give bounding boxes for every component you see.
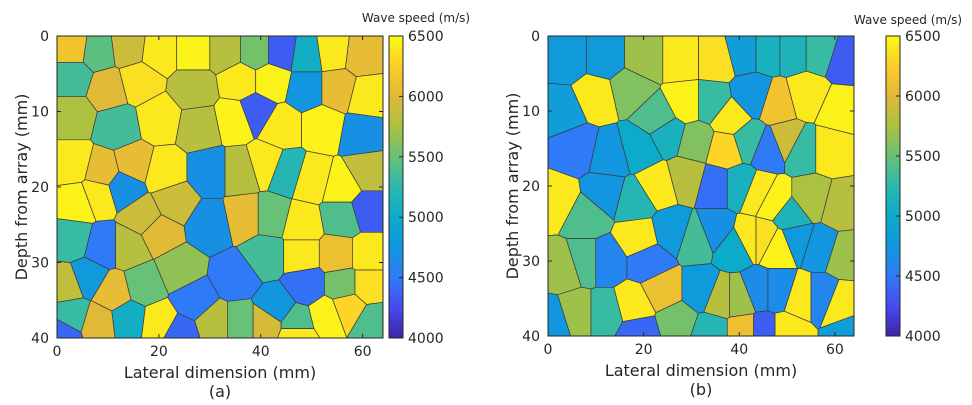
colorbar-tick-label: 5000	[408, 210, 444, 226]
voronoi-cell	[352, 231, 384, 271]
colorbar-tick-label: 4500	[408, 271, 444, 287]
colorbar-tick-label: 4000	[905, 329, 941, 345]
colorbar-a: 4000 4500 5000 5500 6000 6500	[388, 29, 444, 347]
y-tick-label: 10	[31, 105, 49, 121]
voronoi-cell	[324, 267, 356, 300]
voronoi-cell	[345, 35, 384, 78]
colorbar-tick-label: 4500	[905, 269, 941, 285]
colorbar-tick-label: 4000	[408, 331, 444, 347]
colorbar-tick-label: 6500	[905, 29, 941, 45]
voronoi-cell	[56, 35, 88, 63]
voronoi-cell	[753, 310, 776, 337]
colorbar-gradient	[885, 35, 901, 337]
y-tick-label: 40	[522, 329, 540, 345]
y-tick-label: 30	[31, 256, 49, 272]
voronoi-cell	[227, 298, 254, 339]
y-tick-label: 0	[531, 29, 540, 45]
x-axis-label-b: Lateral dimension (mm)	[605, 361, 797, 380]
y-tick-label: 30	[522, 254, 540, 270]
voronoi-cell	[578, 171, 626, 221]
axis-ticks-b: 0 20 40 60 0 10 20 30 40	[522, 29, 854, 358]
colorbar-tick-label: 6000	[905, 89, 941, 105]
colorbar-title-b: Wave speed (m/s)	[854, 13, 962, 27]
y-tick-label: 0	[40, 29, 49, 45]
y-tick-label: 20	[31, 180, 49, 196]
x-tick-label: 0	[53, 344, 62, 360]
axis-ticks-a: 0 20 40 60 0 10 20 30 40	[31, 29, 383, 360]
y-axis-label-b: Depth from array (mm)	[503, 93, 522, 280]
voronoi-cell	[318, 233, 353, 273]
colorbar-gradient	[388, 35, 404, 339]
x-tick-label: 60	[354, 344, 372, 360]
voronoi-cell	[755, 35, 781, 78]
voronoi-cell	[337, 112, 384, 157]
colorbar-tick-label: 6500	[408, 29, 444, 45]
y-tick-label: 40	[31, 331, 49, 347]
colorbar-tick-label: 5000	[905, 209, 941, 225]
voronoi-cell	[316, 35, 350, 73]
x-tick-label: 40	[252, 344, 270, 360]
colorbar-title-a: Wave speed (m/s)	[362, 11, 470, 25]
voronoi-cell	[726, 313, 754, 337]
voronoi-cells-a	[56, 35, 384, 339]
colorbar-tick-label: 6000	[408, 89, 444, 105]
voronoi-cell	[662, 35, 699, 84]
panel-label-b: (b)	[690, 380, 713, 399]
y-axis-label-a: Depth from array (mm)	[12, 94, 31, 281]
x-tick-label: 40	[730, 342, 748, 358]
colorbar-tick-label: 5500	[408, 150, 444, 166]
x-tick-label: 20	[150, 344, 168, 360]
x-tick-label: 60	[826, 342, 844, 358]
x-tick-label: 0	[544, 342, 553, 358]
voronoi-cell	[815, 124, 855, 180]
x-axis-label-a: Lateral dimension (mm)	[124, 363, 316, 382]
colorbar-tick-label: 5500	[905, 149, 941, 165]
colorbar-b: 4000 4500 5000 5500 6000 6500	[885, 29, 941, 345]
voronoi-cell	[779, 35, 807, 78]
y-tick-label: 10	[522, 104, 540, 120]
x-tick-label: 20	[635, 342, 653, 358]
voronoi-cell	[277, 328, 321, 339]
voronoi-cell	[176, 35, 211, 71]
panel-label-a: (a)	[209, 382, 231, 401]
voronoi-cells-b	[547, 35, 855, 337]
y-tick-label: 20	[522, 179, 540, 195]
